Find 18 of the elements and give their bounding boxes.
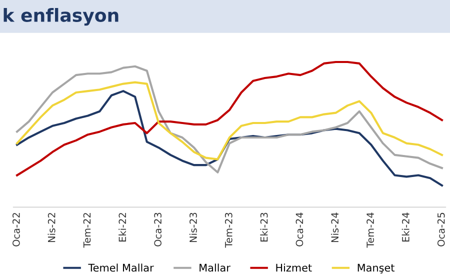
x-tick-label: Nis-22: [48, 213, 56, 242]
x-tick-label: Eki-22: [118, 213, 126, 242]
x-tick-label: Tem-24: [366, 212, 374, 248]
x-tick-label: Oca-22: [12, 213, 20, 246]
x-tick-label: Oca-25: [437, 212, 445, 246]
x-tick-label: Tem-22: [83, 213, 91, 248]
x-tick-label: Nis-23: [189, 212, 197, 242]
legend-label: Temel Mallar: [88, 264, 154, 272]
x-tick-label: Oca-23: [154, 212, 162, 246]
x-tick-label: Tem-23: [224, 212, 232, 248]
legend-label: Manşet: [358, 264, 394, 274]
x-tick-label: Eki-24: [402, 212, 410, 242]
chart-title: k enflasyon: [4, 8, 118, 26]
x-tick-label: Eki-23: [260, 212, 268, 242]
legend-label: Mallar: [200, 264, 230, 272]
legend-label: Hizmet: [276, 264, 312, 272]
x-tick-label: Oca-24: [296, 212, 304, 246]
x-tick-label: Nis-24: [331, 212, 339, 242]
